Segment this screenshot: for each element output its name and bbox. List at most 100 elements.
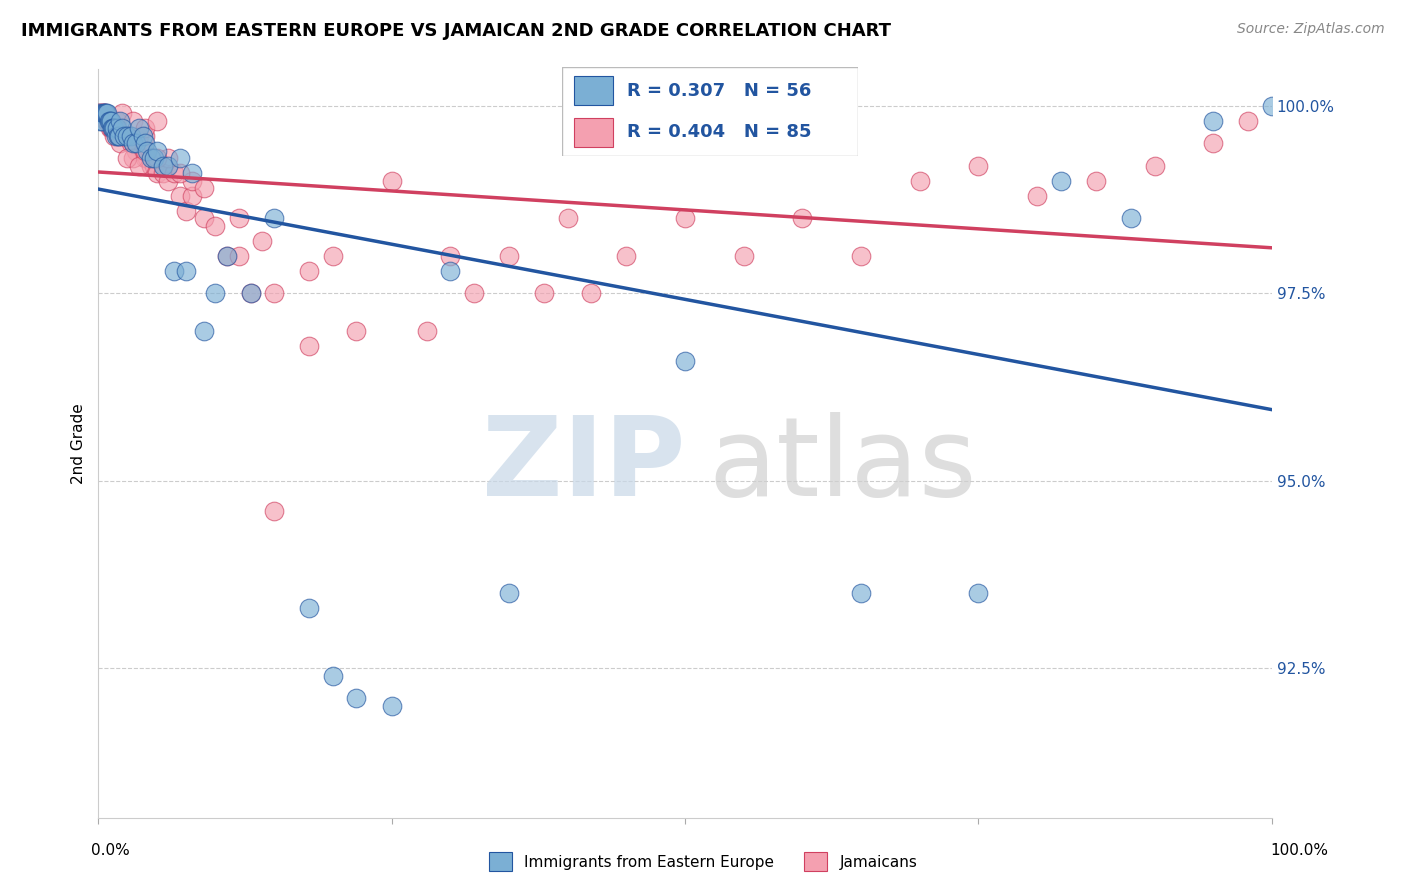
Point (849, 249, 872, 263)
Point (117, 128, 139, 143)
Point (163, 166, 186, 180)
Point (380, 698, 402, 713)
Point (145, 114, 167, 128)
Text: ZIP: ZIP (482, 412, 685, 519)
Point (1143, 159, 1166, 173)
Y-axis label: 2nd Grade: 2nd Grade (72, 403, 86, 483)
Point (107, 128, 129, 143)
Point (103, 121, 125, 136)
Point (122, 152, 145, 166)
Point (204, 286, 226, 301)
Point (93, 106, 115, 120)
Point (152, 159, 174, 173)
Point (136, 152, 159, 166)
Point (217, 249, 239, 263)
Point (104, 121, 127, 136)
Point (169, 152, 191, 166)
Point (217, 249, 239, 263)
Point (100, 121, 122, 136)
Point (263, 211, 285, 226)
Point (101, 121, 124, 136)
Legend: Immigrants from Eastern Europe, Jamaicans: Immigrants from Eastern Europe, Jamaican… (482, 847, 924, 877)
Point (107, 128, 129, 143)
Point (90, 114, 112, 128)
Point (322, 668, 344, 682)
Bar (574, 76, 613, 105)
Point (131, 144, 153, 158)
Point (97, 114, 120, 128)
Point (263, 286, 285, 301)
Point (103, 121, 125, 136)
Text: R = 0.404   N = 85: R = 0.404 N = 85 (627, 123, 811, 142)
Point (157, 152, 180, 166)
Point (193, 211, 215, 226)
Point (131, 128, 153, 143)
Point (104, 128, 127, 143)
Point (849, 586, 872, 600)
Point (733, 249, 755, 263)
Bar (574, 118, 613, 147)
Point (112, 128, 135, 143)
Point (673, 211, 696, 226)
Point (416, 324, 439, 338)
Point (1202, 114, 1225, 128)
Point (1261, 99, 1284, 113)
Point (169, 189, 191, 203)
Point (134, 144, 156, 158)
Point (145, 152, 167, 166)
Point (145, 166, 167, 180)
Point (239, 286, 262, 301)
Point (579, 286, 602, 301)
Point (100, 114, 122, 128)
Point (263, 503, 285, 517)
Point (181, 189, 204, 203)
Point (124, 136, 146, 151)
Point (239, 286, 262, 301)
Point (298, 339, 321, 353)
Point (1119, 211, 1142, 226)
Point (322, 249, 344, 263)
Point (94, 106, 117, 120)
Point (344, 691, 367, 706)
Point (101, 121, 124, 136)
Point (143, 159, 166, 173)
Point (96, 106, 118, 120)
Point (228, 249, 250, 263)
Point (122, 136, 145, 151)
Point (110, 106, 132, 120)
Point (134, 128, 156, 143)
Point (98, 114, 121, 128)
Point (89, 106, 111, 120)
Point (110, 121, 132, 136)
Text: 100.0%: 100.0% (1271, 843, 1329, 858)
Point (463, 286, 485, 301)
Point (108, 128, 131, 143)
Point (1237, 114, 1260, 128)
Point (89, 106, 111, 120)
Text: 0.0%: 0.0% (91, 843, 131, 858)
Point (139, 152, 162, 166)
Point (128, 159, 150, 173)
Point (614, 249, 637, 263)
Point (143, 152, 166, 166)
Point (120, 136, 142, 151)
Point (439, 249, 461, 263)
Point (120, 128, 142, 143)
Point (128, 121, 150, 136)
Point (94, 106, 117, 120)
Point (110, 114, 132, 128)
Point (105, 114, 128, 128)
Point (98, 121, 121, 136)
Point (103, 128, 125, 143)
Point (134, 136, 156, 151)
Point (103, 121, 125, 136)
Point (908, 174, 931, 188)
Point (96, 114, 118, 128)
Point (298, 264, 321, 278)
Point (344, 324, 367, 338)
Point (169, 166, 191, 180)
Point (89, 106, 111, 120)
Point (174, 264, 197, 278)
Point (967, 586, 990, 600)
Point (228, 211, 250, 226)
